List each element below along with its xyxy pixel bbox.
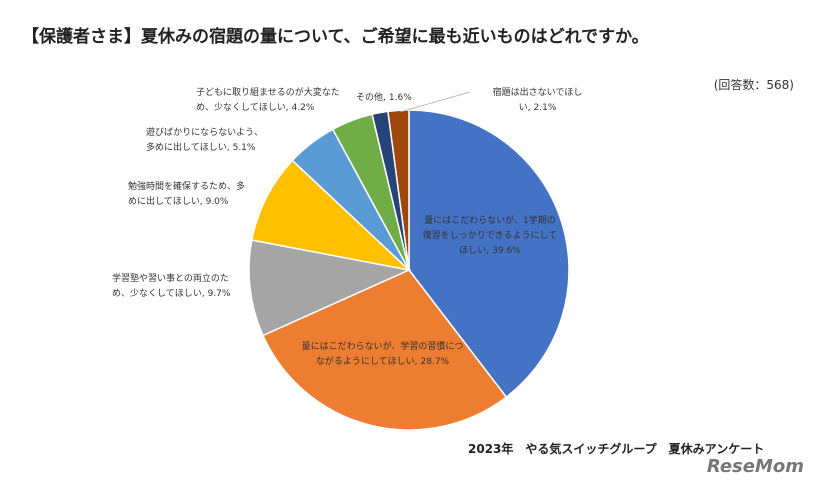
logo: ReseMom [706, 456, 804, 477]
data-label: 宿題は出さないでほしい, 2.1% [480, 86, 595, 116]
slice-value: 4.2% [291, 103, 315, 113]
slice-name: 子どもに取り組ませるのが大変なため、少なくしてほしい, [196, 88, 340, 113]
source: 2023年 やる気スイッチグループ 夏休みアンケート [468, 442, 765, 456]
slice-value: 28.7% [420, 357, 450, 367]
pie-slice [387, 109, 410, 271]
sample-size-note: (回答数：568) [713, 78, 794, 92]
data-label: その他, 1.6% [356, 91, 416, 106]
slice-name: その他, [356, 93, 386, 103]
pie-slice [408, 109, 570, 399]
slice-value: 9.7% [207, 289, 231, 299]
pie-slice [248, 239, 412, 337]
slice-name: 学習塾や習い事との両立のため、少なくしてほしい, [112, 274, 229, 299]
slice-value: 39.6% [492, 246, 521, 256]
slice-value: 2.1% [533, 103, 557, 113]
leader-line [399, 91, 471, 113]
slice-value: 1.6% [388, 93, 412, 103]
slice-name: 勉強時間を確保するため、多めに出してほしい, [128, 182, 246, 207]
slice-value: 5.1% [232, 143, 256, 153]
data-label: 子どもに取り組ませるのが大変なため、少なくしてほしい, 4.2% [196, 86, 351, 116]
data-label: 量にはこだわらないが、1学期の復習をしっかりできるようにしてほしい, 39.6% [420, 214, 560, 259]
slice-name: 宿題は出さないでほしい, [492, 88, 583, 113]
data-label: 勉強時間を確保するため、多めに出してほしい, 9.0% [128, 180, 253, 210]
slice-name: 量にはこだわらないが、学習の習慣につながるようにしてほしい, [301, 342, 464, 367]
slice-name: 量にはこだわらないが、1学期の復習をしっかりできるようにしてほしい, [422, 216, 558, 256]
pie-slice [261, 269, 508, 431]
pie-slice [250, 159, 412, 272]
chart-title: 【保護者さま】夏休みの宿題の量について、ご希望に最も近いものはどれですか。 [22, 27, 649, 47]
data-label: 量にはこだわらないが、学習の習慣につながるようにしてほしい, 28.7% [300, 340, 465, 370]
slice-name: 遊びばかりにならないよう、多めに出してほしい, [146, 128, 264, 153]
slice-value: 9.0% [205, 197, 229, 207]
data-label: 学習塾や習い事との両立のため、少なくしてほしい, 9.7% [112, 272, 242, 302]
data-label: 遊びばかりにならないよう、多めに出してほしい, 5.1% [146, 126, 271, 156]
